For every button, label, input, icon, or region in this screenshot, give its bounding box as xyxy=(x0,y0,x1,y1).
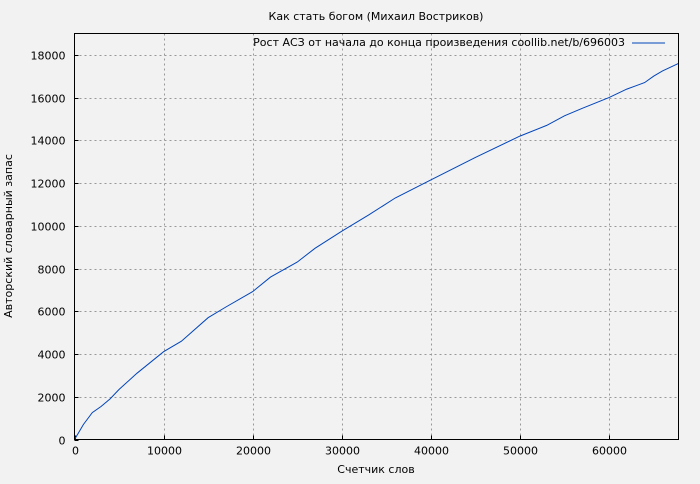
plot-frame xyxy=(75,34,679,440)
x-tick-label: 0 xyxy=(72,445,79,458)
y-tick-label: 18000 xyxy=(31,50,66,63)
x-tick-label: 30000 xyxy=(325,445,360,458)
y-tick-label: 12000 xyxy=(31,178,66,191)
x-tick-label: 50000 xyxy=(503,445,538,458)
y-tick-label: 2000 xyxy=(38,392,66,405)
x-tick-label: 60000 xyxy=(592,445,627,458)
x-tick-label: 20000 xyxy=(236,445,271,458)
y-tick-label: 6000 xyxy=(38,306,66,319)
grid xyxy=(75,34,679,440)
series xyxy=(74,63,678,439)
series-line xyxy=(75,63,679,439)
y-tick-label: 8000 xyxy=(38,264,66,277)
ticks: 0 2000 4000 6000 8000 10000 12000 14000 16000 180… xyxy=(31,50,628,458)
legend-label: Рост АСЗ от начала до конца произведения… xyxy=(253,36,625,49)
x-axis-label: Счетчик слов xyxy=(337,463,414,476)
x-tick-label: 40000 xyxy=(414,445,449,458)
y-tick-label: 10000 xyxy=(31,221,66,234)
chart-title: Как стать богом (Михаил Востриков) xyxy=(269,10,484,23)
y-tick-label: 14000 xyxy=(31,135,66,148)
y-axis-label: Авторский словарный запас xyxy=(2,154,15,318)
y-tick-label: 16000 xyxy=(31,93,66,106)
y-tick-label: 4000 xyxy=(38,349,66,362)
x-tick-label: 10000 xyxy=(147,445,182,458)
y-tick-label: 0 xyxy=(59,435,66,448)
